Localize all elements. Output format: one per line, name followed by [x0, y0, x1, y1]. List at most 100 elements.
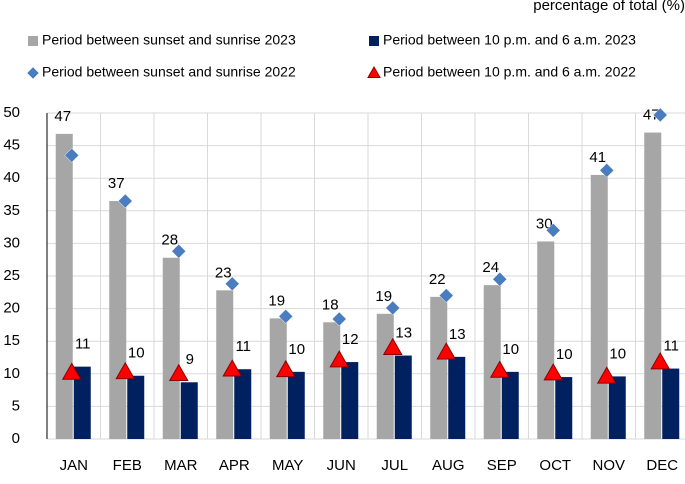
x-tick-label: MAR	[164, 457, 198, 474]
bar	[55, 133, 73, 439]
bar	[216, 290, 234, 439]
data-label: 10	[502, 341, 519, 358]
diamond-marker	[492, 271, 508, 287]
x-tick-label: MAY	[272, 457, 303, 474]
bar	[127, 375, 145, 439]
diamond-marker	[331, 311, 347, 327]
data-label: 10	[609, 345, 626, 362]
bar	[394, 355, 412, 439]
bar	[448, 356, 466, 439]
data-label: 10	[288, 341, 305, 358]
data-label: 47	[643, 107, 660, 124]
diamond-marker	[278, 309, 294, 324]
chart-subtitle: percentage of total (%)	[533, 0, 685, 14]
diamond-marker	[64, 148, 80, 163]
data-label: 13	[395, 325, 412, 342]
x-tick-label: NOV	[592, 457, 625, 474]
diamond-marker	[224, 276, 240, 292]
data-label: 23	[215, 264, 232, 281]
y-tick-label: 30	[3, 234, 20, 251]
data-label: 47	[54, 108, 71, 125]
data-label: 12	[342, 331, 359, 348]
legend-symbol	[367, 65, 381, 78]
y-tick-label: 25	[3, 267, 20, 284]
data-label: 24	[482, 259, 499, 276]
triangle-marker	[115, 361, 136, 380]
bar	[341, 362, 359, 439]
x-tick-label: JAN	[60, 457, 88, 474]
x-tick-label: JUN	[327, 457, 356, 474]
data-label: 10	[556, 346, 573, 363]
data-label: 11	[235, 338, 251, 355]
diamond-marker	[171, 243, 187, 259]
legend-symbol	[28, 36, 38, 46]
data-label: 19	[268, 292, 285, 309]
x-tick-label: FEB	[113, 457, 142, 474]
triangle-marker	[222, 359, 243, 377]
triangle-marker	[168, 363, 189, 382]
triangle-marker	[543, 363, 564, 381]
data-label: 11	[75, 336, 91, 353]
triangle-marker	[329, 350, 350, 368]
legend-label: Period between sunset and sunrise 2022	[42, 64, 296, 80]
data-label: 13	[449, 326, 466, 343]
legend-label: Period between 10 p.m. and 6 a.m. 2023	[383, 32, 636, 48]
data-label: 10	[128, 345, 145, 362]
bar	[269, 318, 287, 439]
y-tick-label: 35	[3, 202, 20, 219]
data-label: 37	[108, 175, 125, 192]
x-tick-label: OCT	[539, 457, 571, 474]
triangle-marker	[650, 352, 671, 370]
diamond-marker	[385, 300, 401, 316]
triangle-marker	[275, 359, 296, 378]
bar	[234, 369, 252, 439]
diamond-marker	[438, 288, 454, 303]
bar	[590, 174, 608, 439]
bar	[483, 285, 501, 439]
diamond-marker	[117, 193, 133, 209]
legend-label: Period between sunset and sunrise 2023	[42, 32, 296, 48]
x-tick-label: APR	[219, 457, 250, 474]
bar	[73, 366, 91, 439]
diamond-marker	[652, 107, 668, 123]
y-tick-label: 45	[3, 137, 20, 154]
data-label: 19	[375, 288, 392, 305]
bar	[323, 322, 341, 439]
y-tick-label: 0	[12, 430, 20, 447]
y-tick-label: 10	[3, 365, 20, 382]
bar	[644, 132, 662, 439]
legend-symbol	[26, 66, 40, 80]
x-tick-label: JUL	[381, 457, 408, 474]
y-tick-label: 50	[3, 104, 20, 121]
triangle-marker	[596, 366, 617, 384]
legend-symbol	[369, 36, 379, 46]
data-label: 28	[161, 232, 178, 249]
legend-label: Period between 10 p.m. and 6 a.m. 2022	[383, 64, 636, 80]
y-tick-label: 40	[3, 169, 20, 186]
bar	[537, 241, 555, 439]
x-tick-label: DEC	[646, 457, 678, 474]
bar	[608, 376, 626, 439]
bar	[662, 368, 680, 439]
data-label: 41	[589, 149, 606, 166]
triangle-marker	[61, 362, 82, 380]
diamond-marker	[545, 223, 561, 238]
data-label: 9	[186, 351, 194, 368]
data-label: 11	[663, 338, 679, 355]
x-tick-label: SEP	[487, 457, 517, 474]
data-label: 18	[322, 296, 339, 313]
y-tick-label: 15	[3, 332, 20, 349]
y-tick-label: 20	[3, 300, 20, 317]
triangle-marker	[382, 337, 403, 355]
x-tick-label: AUG	[432, 457, 465, 474]
bar	[555, 377, 573, 439]
bar	[376, 313, 394, 439]
bar	[501, 371, 519, 439]
y-tick-label: 5	[12, 397, 20, 414]
data-label: 22	[429, 271, 446, 288]
triangle-marker	[436, 342, 457, 360]
diamond-marker	[599, 163, 615, 178]
bar	[180, 382, 198, 439]
bar	[162, 257, 180, 439]
